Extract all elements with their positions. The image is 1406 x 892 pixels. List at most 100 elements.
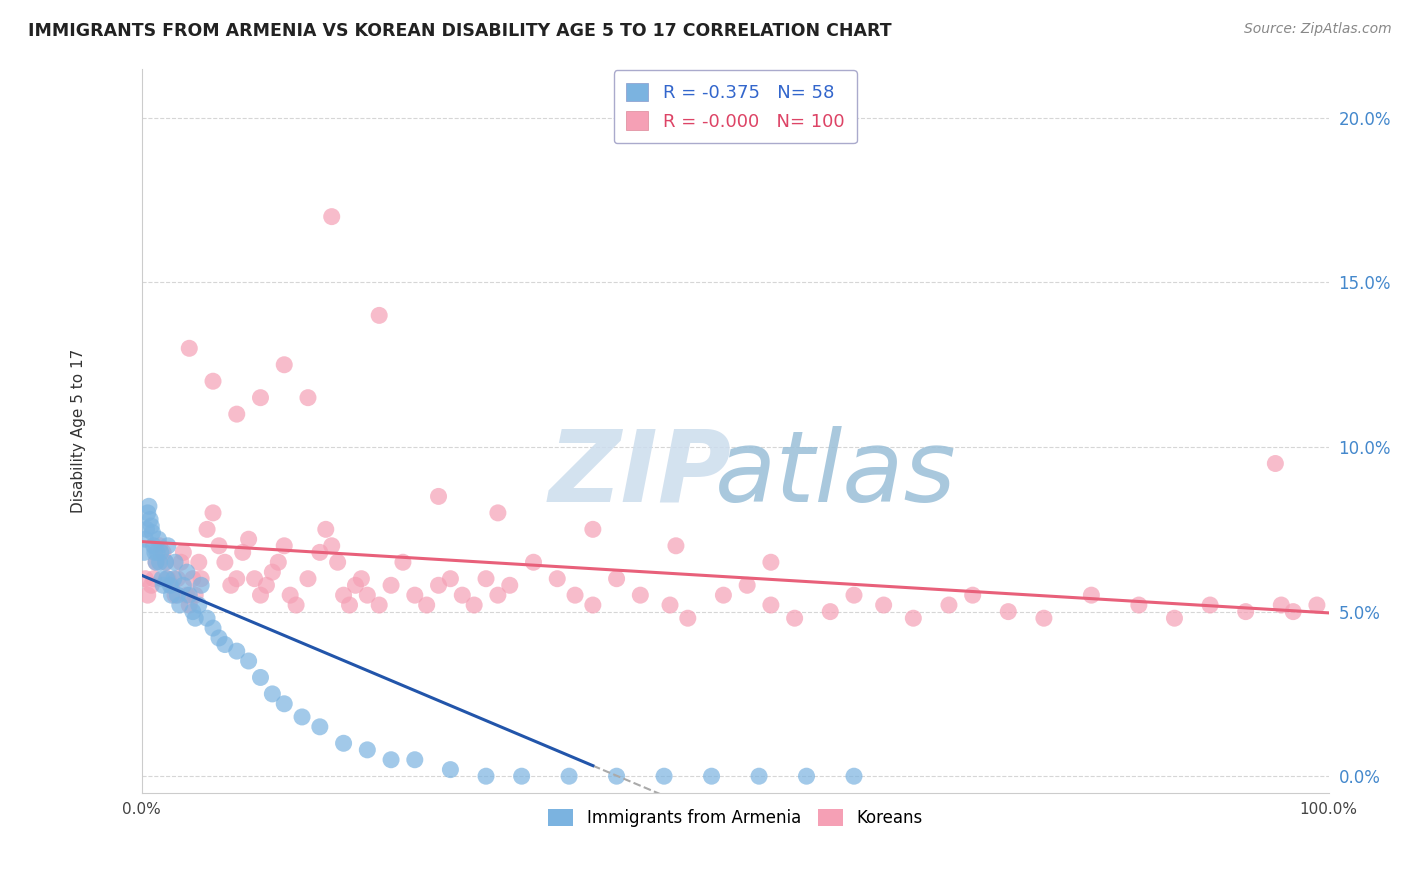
Point (163, 572, 186, 586)
Point (339, 598, 361, 612)
Point (136, 506, 159, 520)
Point (160, 578, 183, 592)
Point (700, 769, 723, 783)
Point (820, 605, 842, 619)
Point (139, 512, 162, 526)
Point (522, 555, 544, 569)
Point (170, 555, 193, 569)
Point (499, 578, 522, 592)
Point (1234, 605, 1257, 619)
Point (463, 598, 485, 612)
Point (439, 572, 461, 586)
Point (262, 565, 284, 579)
Point (176, 588, 198, 602)
Point (842, 588, 865, 602)
Point (796, 769, 818, 783)
Point (285, 598, 308, 612)
Point (291, 710, 314, 724)
Point (356, 743, 378, 757)
Point (172, 545, 194, 559)
Point (225, 572, 247, 586)
Point (308, 720, 330, 734)
Point (1163, 611, 1185, 625)
Point (149, 555, 172, 569)
Point (149, 539, 172, 553)
Point (759, 555, 782, 569)
Point (475, 769, 498, 783)
Point (225, 407, 247, 421)
Legend: Immigrants from Armenia, Koreans: Immigrants from Armenia, Koreans (540, 800, 931, 835)
Point (208, 539, 231, 553)
Point (249, 588, 271, 602)
Point (439, 763, 461, 777)
Text: atlas: atlas (716, 425, 957, 523)
Point (321, 539, 343, 553)
Point (166, 588, 188, 602)
Point (176, 565, 198, 579)
Y-axis label: Disability Age 5 to 17: Disability Age 5 to 17 (72, 349, 86, 513)
Point (427, 578, 450, 592)
Point (202, 621, 225, 635)
Point (380, 753, 402, 767)
Point (254, 578, 277, 592)
Point (1270, 598, 1292, 612)
Point (332, 736, 354, 750)
Point (190, 578, 212, 592)
Point (184, 611, 207, 625)
Point (582, 522, 605, 536)
Point (546, 572, 568, 586)
Point (142, 572, 165, 586)
Point (783, 611, 806, 625)
Point (232, 545, 254, 559)
Point (152, 578, 174, 592)
Point (404, 753, 426, 767)
Point (297, 391, 319, 405)
Point (308, 545, 330, 559)
Point (659, 598, 682, 612)
Point (665, 539, 688, 553)
Text: Source: ZipAtlas.com: Source: ZipAtlas.com (1244, 22, 1392, 37)
Point (150, 572, 173, 586)
Point (145, 555, 167, 569)
Point (962, 588, 984, 602)
Point (166, 572, 188, 586)
Point (404, 588, 426, 602)
Point (155, 555, 177, 569)
Point (368, 309, 391, 323)
Point (238, 532, 260, 546)
Point (148, 532, 170, 546)
Point (187, 598, 209, 612)
Point (146, 545, 169, 559)
Text: IMMIGRANTS FROM ARMENIA VS KOREAN DISABILITY AGE 5 TO 17 CORRELATION CHART: IMMIGRANTS FROM ARMENIA VS KOREAN DISABI… (28, 22, 891, 40)
Point (1282, 605, 1305, 619)
Point (748, 769, 770, 783)
Point (997, 605, 1019, 619)
Point (202, 506, 225, 520)
Point (179, 588, 201, 602)
Point (160, 588, 183, 602)
Point (415, 598, 437, 612)
Point (187, 555, 209, 569)
Point (208, 631, 231, 645)
Point (368, 598, 391, 612)
Point (163, 588, 186, 602)
Point (214, 638, 236, 652)
Point (278, 588, 301, 602)
Point (486, 588, 509, 602)
Point (1199, 598, 1222, 612)
Point (652, 769, 675, 783)
Point (138, 500, 160, 514)
Point (392, 555, 415, 569)
Point (184, 588, 207, 602)
Point (190, 572, 212, 586)
Point (179, 598, 201, 612)
Point (159, 578, 181, 592)
Point (202, 374, 225, 388)
Point (1306, 598, 1329, 612)
Point (238, 654, 260, 668)
Point (451, 588, 474, 602)
Point (249, 670, 271, 684)
Point (582, 598, 605, 612)
Point (136, 588, 159, 602)
Point (135, 522, 157, 536)
